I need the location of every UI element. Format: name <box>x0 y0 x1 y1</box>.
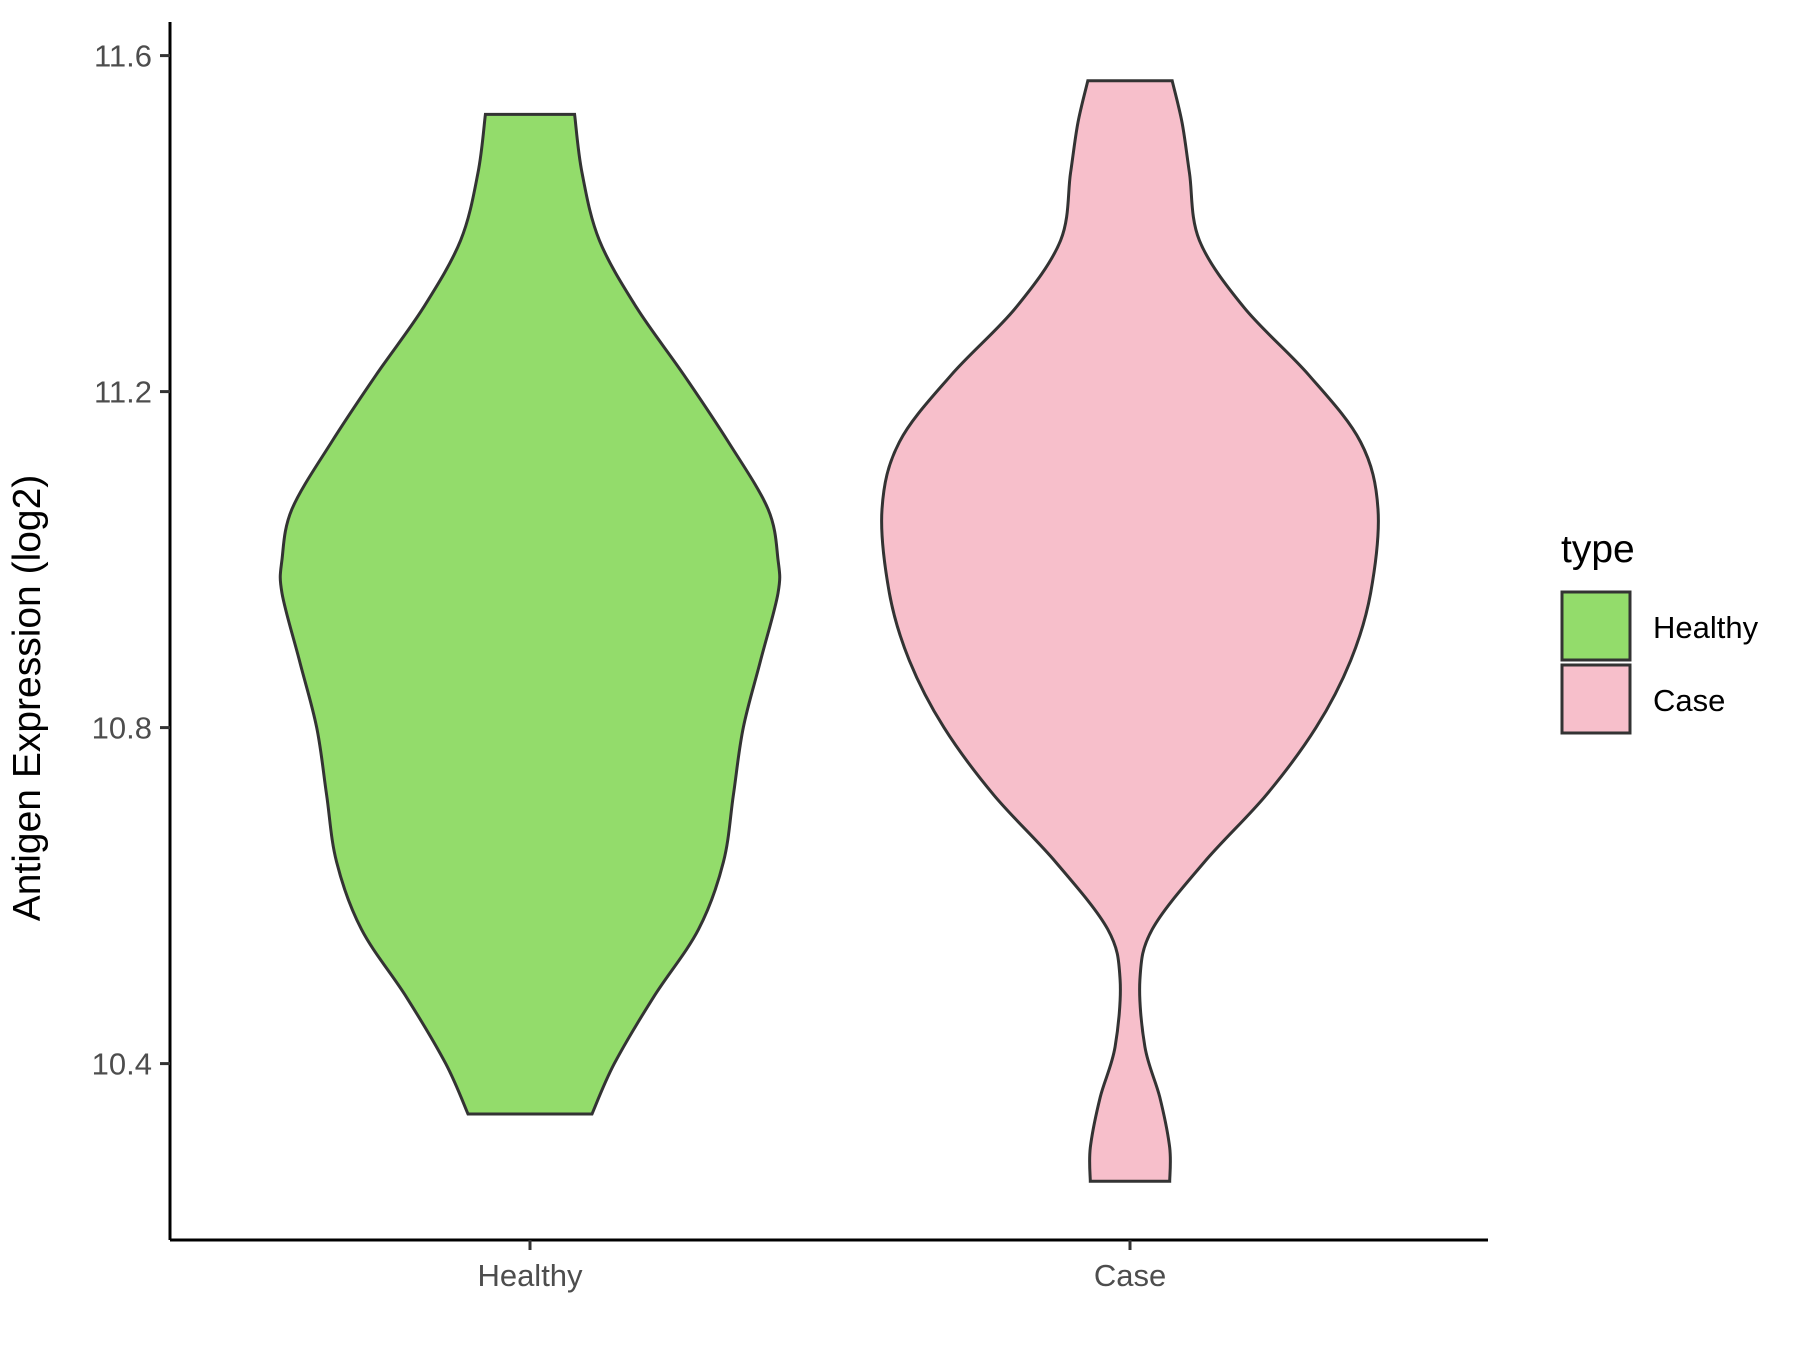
legend-label: Case <box>1653 683 1725 718</box>
y-tick-label: 10.8 <box>92 711 152 746</box>
legend-key-case <box>1560 663 1632 735</box>
legend: type Healthy Case <box>1560 528 1759 735</box>
legend-label: Healthy <box>1653 610 1759 645</box>
legend-key-healthy <box>1560 590 1632 662</box>
y-axis-title: Antigen Expression (log2) <box>6 475 49 922</box>
legend-title: type <box>1561 528 1635 571</box>
violin-layer <box>278 79 1380 1183</box>
x-tick-label: Healthy <box>477 1258 583 1293</box>
y-tick-label: 11.6 <box>94 39 152 74</box>
y-tick-label: 11.2 <box>94 375 152 410</box>
violin-healthy <box>278 112 782 1116</box>
y-tick-label: 10.4 <box>92 1047 152 1082</box>
axes-layer: 10.4 10.8 11.2 11.6 Healthy Case <box>92 22 1488 1293</box>
violin-case <box>880 79 1380 1183</box>
x-tick-label: Case <box>1094 1258 1166 1293</box>
